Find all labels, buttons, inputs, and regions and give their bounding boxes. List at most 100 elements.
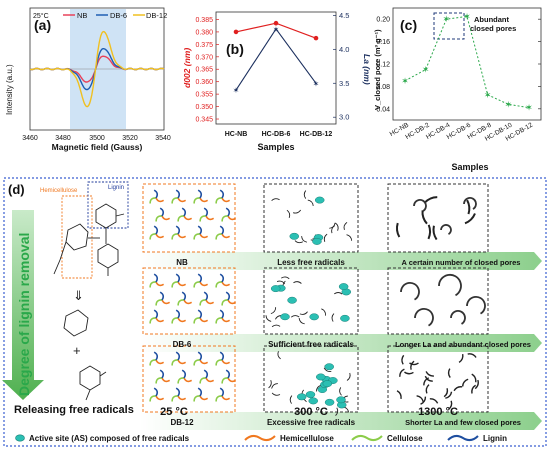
carbon-strand xyxy=(276,280,286,285)
xtick: 3500 xyxy=(89,135,105,142)
fiber-cluster xyxy=(171,197,179,204)
left-tick-label: 0.360 xyxy=(195,79,213,86)
right-tick-label: 4.5 xyxy=(339,11,349,20)
fiber-cluster xyxy=(221,359,231,365)
fiber-cluster xyxy=(153,225,159,235)
carbon-strand xyxy=(396,390,402,399)
panel-b-ylabel-right: La (nm) xyxy=(362,54,372,85)
fiber-cluster xyxy=(153,351,159,361)
c-tick-label: 0.12 xyxy=(376,62,390,69)
panel-b-lines: ✶ ✶ ✶ xyxy=(233,20,319,95)
panel-a-legend: NB DB-6 DB-12 xyxy=(63,11,167,20)
fiber-cluster xyxy=(199,359,209,365)
active-site xyxy=(322,380,333,388)
fiber-cluster xyxy=(177,281,187,287)
fiber-cluster xyxy=(159,207,165,217)
radicals-nb: Less free radicals xyxy=(277,258,345,267)
fiber-cluster xyxy=(175,351,181,361)
radicals-db6: Sufficient free radicals xyxy=(268,340,354,349)
carbon-strand xyxy=(471,373,477,383)
lignin-label: Lignin xyxy=(108,185,124,191)
left-tick-label: 0.380 xyxy=(195,29,213,36)
carbon-strand xyxy=(424,375,433,382)
carbon-strand xyxy=(335,222,339,231)
panel-b: (b) 0.3450.3500.3550.3600.3650.3700.3750… xyxy=(182,11,372,152)
fiber-cluster xyxy=(219,273,225,283)
hemicellulose-box xyxy=(61,195,93,279)
panel-a-xlabel: Magnetic field (Gauss) xyxy=(52,142,143,152)
fiber-cluster xyxy=(177,377,185,384)
fiber-cluster xyxy=(155,377,163,384)
carbon-strand xyxy=(277,351,281,360)
carbon-strand xyxy=(427,224,432,240)
right-tick-label: 3.0 xyxy=(339,113,349,122)
carbon-strand xyxy=(331,313,335,322)
lignin-icon xyxy=(447,434,479,442)
carbon-strand xyxy=(401,354,405,365)
active-site xyxy=(312,237,322,245)
carbon-strand xyxy=(346,234,353,241)
carbon-strand xyxy=(323,233,328,242)
epr-curve-db-12 xyxy=(29,30,165,108)
fiber-cluster xyxy=(183,377,193,383)
fiber-cluster xyxy=(197,273,203,283)
carbon-strand xyxy=(339,387,342,396)
left-tick-label: 0.345 xyxy=(195,117,213,124)
carbon-strand xyxy=(265,315,272,322)
hemicellulose-icon xyxy=(244,434,276,442)
fiber-cluster xyxy=(197,351,203,361)
carbon-strand xyxy=(425,371,434,377)
xtick: 3460 xyxy=(22,135,38,142)
fiber-cluster xyxy=(155,299,163,306)
fiber-cluster xyxy=(177,233,187,239)
row-arrow-db6 xyxy=(140,334,542,352)
fiber-cluster xyxy=(175,189,181,199)
fiber-cluster xyxy=(199,377,207,384)
schematic-content xyxy=(149,189,486,416)
fiber-cluster xyxy=(197,309,203,319)
fiber-cluster xyxy=(175,273,181,283)
fiber-cluster xyxy=(183,215,193,221)
carbon-strand xyxy=(445,391,453,399)
la-point: ✶ xyxy=(273,25,280,34)
carbon-strand xyxy=(423,377,430,386)
fiber-cluster xyxy=(181,291,187,301)
xtick: 3520 xyxy=(122,135,138,142)
panel-c-xticks: HC-NBHC-DB-2HC-DB-4HC-DB-6HC-DB-8HC-DB-1… xyxy=(389,121,535,142)
fiber-cluster xyxy=(215,197,223,204)
fiber-cluster xyxy=(221,377,229,384)
carbon-strand xyxy=(301,236,307,243)
fiber-cluster xyxy=(199,197,209,203)
carbon-strand xyxy=(447,368,451,378)
fiber-cluster xyxy=(205,215,215,221)
left-tick-label: 0.350 xyxy=(195,104,213,111)
carbon-strand xyxy=(429,398,439,404)
carbon-strand xyxy=(307,199,314,207)
fiber-cluster xyxy=(181,207,187,217)
active-site xyxy=(324,363,334,371)
fiber-cluster xyxy=(159,369,165,379)
carbon-strand xyxy=(271,383,278,389)
fiber-cluster xyxy=(161,377,171,383)
active-site xyxy=(287,296,297,304)
carbon-strand xyxy=(395,222,401,238)
legend-active-site: Active site (AS) composed of free radica… xyxy=(29,434,190,443)
panel-a-xticks: 3460 3480 3500 3520 3540 xyxy=(22,135,171,142)
panel-b-xticks: HC-NB HC-DB-6 HC-DB-12 xyxy=(225,131,333,138)
panel-c-annotation-1: Abundant xyxy=(474,15,509,24)
closed-pore-point: ✶ xyxy=(443,14,451,24)
fiber-cluster xyxy=(171,359,179,366)
fiber-cluster xyxy=(215,281,223,288)
lignin-removal-arrow xyxy=(2,210,44,400)
fiber-cluster xyxy=(227,377,237,383)
carbon-strand xyxy=(343,221,348,231)
fiber-cluster xyxy=(175,309,181,319)
xtick: 3480 xyxy=(55,135,71,142)
closed-pores-highlight xyxy=(433,12,465,40)
carbon-strand xyxy=(410,360,415,370)
panel-d: (d) Degree of lignin removal Hemicellulo… xyxy=(2,177,547,447)
fiber-cluster xyxy=(177,215,185,222)
fiber-cluster xyxy=(149,281,157,288)
panel-b-right-ticks: 3.0 3.5 4.0 4.5 xyxy=(333,11,349,122)
fiber-cluster xyxy=(193,233,201,240)
